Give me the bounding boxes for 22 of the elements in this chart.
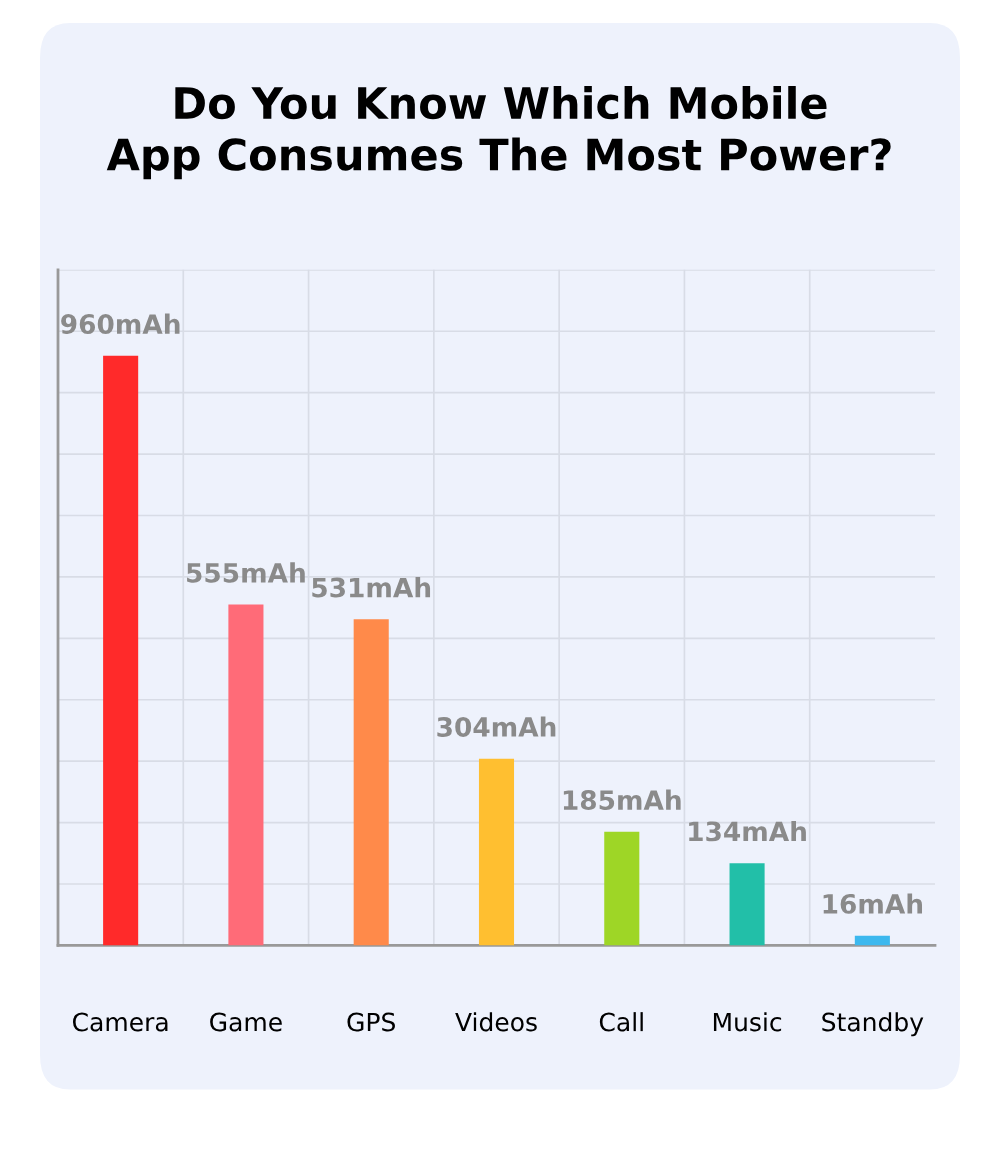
x-tick-label: Videos	[455, 1012, 537, 1032]
x-tick-label: Game	[210, 1012, 282, 1032]
data-label: 185mAh	[563, 789, 681, 811]
bar	[854, 935, 890, 946]
x-tick-label: Camera	[72, 1012, 168, 1032]
x-tick-label: GPS	[347, 1012, 395, 1032]
data-label: 555mAh	[187, 562, 305, 583]
x-tick-label: Standby	[822, 1012, 924, 1037]
data-label: 531mAh	[312, 577, 431, 598]
bar	[353, 619, 389, 946]
bar	[103, 355, 139, 946]
x-tick-label: Music	[713, 1012, 782, 1032]
bar	[478, 758, 515, 946]
data-label: 304mAh	[437, 716, 556, 737]
data-label: 134mAh	[689, 820, 806, 842]
bar	[228, 604, 264, 946]
x-tick-label: Call	[599, 1012, 643, 1032]
bar	[729, 863, 765, 946]
data-label: 16mAh	[823, 893, 923, 914]
data-label: 960mAh	[61, 313, 180, 335]
bar	[604, 831, 640, 946]
chart-title: Do You Know Which Mobile App Consumes The Most Power?	[106, 86, 891, 180]
